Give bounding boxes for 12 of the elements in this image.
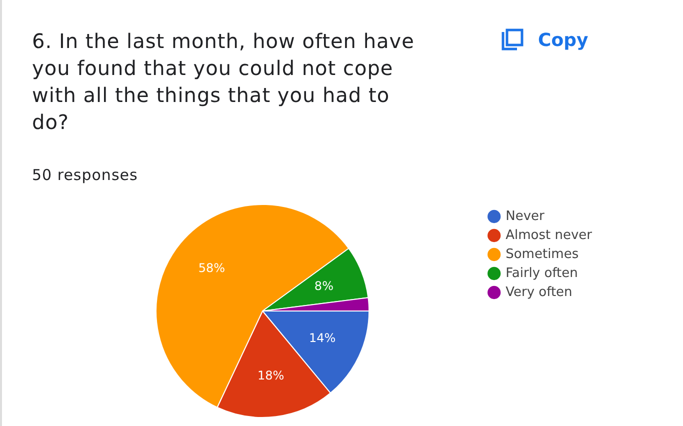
text: Copy <box>538 30 588 50</box>
legend-label: Almost never <box>506 228 593 243</box>
legend-label: Very often <box>506 284 572 300</box>
legend-label: Sometimes <box>506 246 579 262</box>
chart-title: 6. In the last month, how often have you found that you could not cope with all the things that you had to do? <box>32 28 416 136</box>
data-label: 18% <box>257 368 284 383</box>
data-label: 14% <box>308 331 336 346</box>
legend-label: Never <box>506 208 546 224</box>
chart-subtitle: 50 responses <box>32 166 138 184</box>
legend-label: Fairly often <box>506 266 578 281</box>
data-label: 58% <box>198 261 226 276</box>
data-label: 8% <box>314 278 334 293</box>
